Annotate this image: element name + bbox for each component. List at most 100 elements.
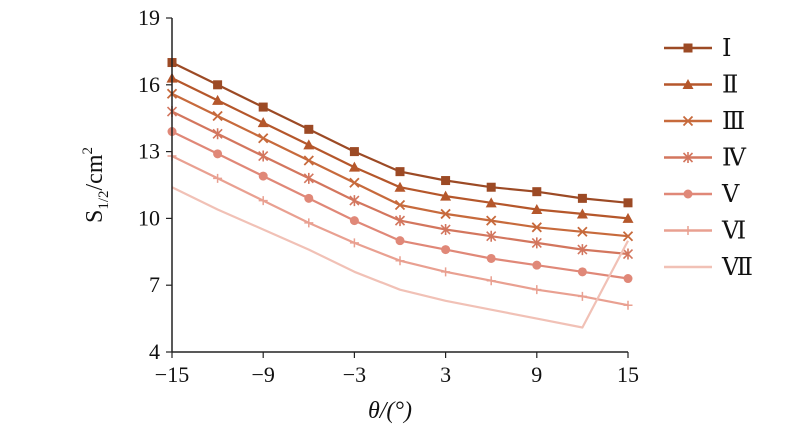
legend-label: Ⅰ: [722, 36, 731, 62]
legend-marker: [682, 115, 694, 127]
data-point: [486, 182, 496, 192]
legend-marker: [682, 152, 694, 163]
legend-label: Ⅴ: [721, 182, 740, 208]
data-point: [486, 253, 496, 263]
axes: [166, 17, 629, 358]
data-point: [349, 177, 360, 188]
series-6: [167, 151, 633, 310]
legend-marker: [683, 226, 693, 235]
data-point: [577, 244, 588, 256]
y-tick-label: 4: [149, 339, 160, 364]
y-tick-label: 7: [149, 272, 160, 297]
data-point: [395, 167, 405, 177]
data-point: [531, 203, 543, 214]
y-axis-label-sub: 1/2: [96, 190, 112, 209]
data-point: [304, 124, 314, 134]
legend-marker: [683, 43, 693, 53]
y-axis-label-sup: 2: [80, 147, 96, 155]
data-point: [349, 238, 359, 248]
data-point: [257, 117, 269, 128]
x-tick-label: 3: [440, 362, 451, 387]
y-axis-label: S1/2/cm2: [80, 147, 112, 223]
legend-marker: [683, 189, 693, 199]
y-tick-label: 13: [138, 139, 160, 164]
legend-item: Ⅱ: [664, 73, 738, 99]
data-point: [304, 193, 314, 203]
data-point: [577, 291, 587, 301]
data-point: [212, 128, 223, 140]
series-2: [166, 72, 634, 223]
data-point: [531, 222, 542, 233]
legend-label: Ⅵ: [721, 219, 746, 245]
series-7: [171, 186, 629, 329]
data-point: [577, 267, 587, 277]
legend-item: Ⅰ: [664, 36, 731, 62]
x-tick-label: −9: [251, 362, 274, 387]
data-point: [440, 190, 452, 201]
data-point: [304, 218, 314, 228]
data-point: [623, 300, 633, 310]
data-point: [349, 195, 360, 207]
data-point: [348, 161, 360, 172]
data-point: [532, 285, 542, 295]
data-point: [349, 216, 359, 226]
legend-item: Ⅶ: [664, 255, 753, 281]
legend-label: Ⅱ: [722, 73, 738, 99]
series-3: [166, 88, 634, 242]
data-point: [395, 236, 405, 246]
data-point: [349, 147, 359, 157]
data-point: [213, 80, 223, 90]
data-point: [303, 172, 314, 184]
data-point: [441, 267, 451, 277]
data-point: [303, 139, 315, 150]
x-tick-label: −15: [155, 362, 189, 387]
x-tick-label: 9: [531, 362, 542, 387]
series-5: [167, 127, 633, 284]
x-tick-label: 15: [617, 362, 639, 387]
data-point: [622, 231, 634, 242]
series-4: [166, 106, 634, 260]
data-point: [213, 149, 223, 159]
data-point: [485, 197, 497, 208]
data-point: [486, 230, 497, 242]
data-point: [623, 274, 633, 284]
legend-item: Ⅵ: [664, 219, 746, 245]
data-point: [394, 181, 406, 192]
data-point: [532, 187, 542, 197]
data-point: [486, 215, 497, 226]
data-point: [531, 237, 542, 249]
legend-item: Ⅲ: [664, 109, 745, 135]
data-point: [395, 256, 405, 266]
data-point: [441, 176, 451, 186]
data-point: [213, 173, 223, 183]
tick-labels: 4 7 10 13 16 19 −15 −9 −3 3 9 15: [138, 5, 639, 387]
legend-label: Ⅲ: [722, 109, 745, 135]
data-point: [394, 199, 406, 211]
legend-item: Ⅳ: [664, 146, 747, 172]
data-point: [212, 110, 223, 122]
legend: Ⅰ Ⅱ Ⅲ Ⅳ Ⅴ Ⅵ Ⅶ: [664, 36, 753, 281]
plot-area: [166, 58, 634, 329]
data-point: [258, 150, 269, 162]
data-point: [258, 196, 268, 206]
data-point: [623, 198, 633, 208]
x-axis-label: θ/(°): [368, 398, 412, 424]
legend-label: Ⅶ: [721, 255, 753, 281]
x-tick-label: −3: [343, 362, 366, 387]
data-point: [441, 245, 451, 255]
y-tick-label: 19: [138, 5, 160, 30]
legend-label: Ⅳ: [722, 146, 747, 172]
data-point: [258, 102, 268, 112]
data-point: [577, 193, 587, 203]
legend-item: Ⅴ: [664, 182, 740, 208]
data-point: [258, 133, 269, 144]
data-point: [440, 224, 451, 236]
data-point: [394, 215, 406, 227]
y-tick-label: 16: [138, 72, 160, 97]
data-point: [486, 276, 496, 286]
data-point: [622, 212, 634, 223]
legend-marker: [682, 79, 694, 89]
data-point: [577, 226, 588, 237]
y-axis-label-unit: /cm: [82, 154, 108, 190]
